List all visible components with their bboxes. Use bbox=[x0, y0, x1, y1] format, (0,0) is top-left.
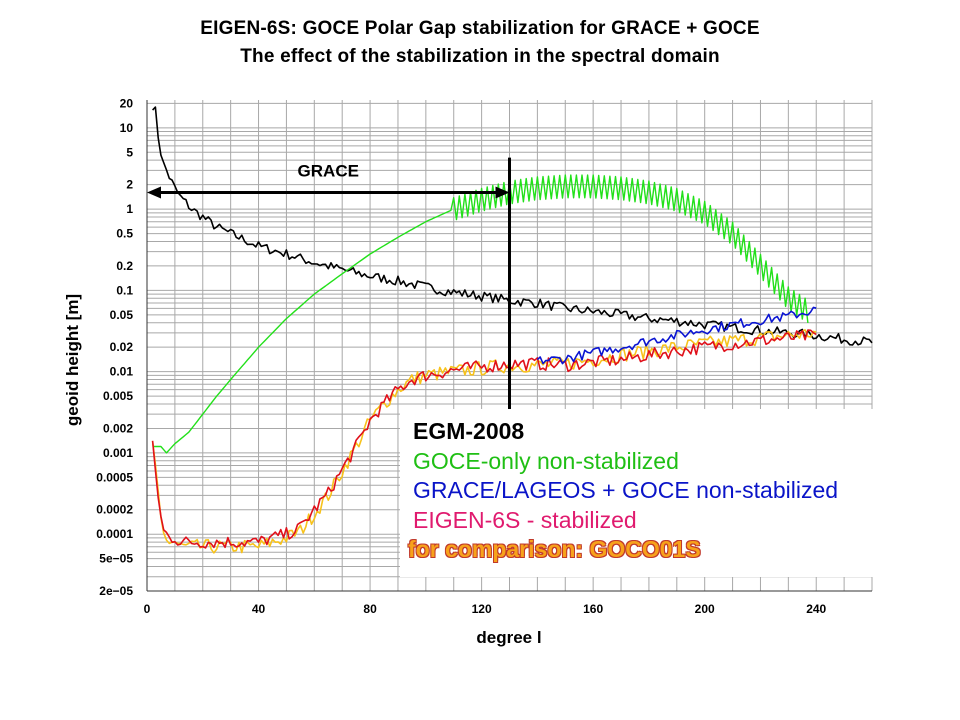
y-tick-label: 0.5 bbox=[116, 227, 133, 241]
legend-goco-text: for comparison: GOCO01S bbox=[408, 536, 701, 562]
legend-grace-goce: GRACE/LAGEOS + GOCE non-stabilized bbox=[400, 476, 935, 506]
y-tick-label: 0.05 bbox=[110, 308, 134, 322]
y-tick-label: 0.02 bbox=[110, 340, 134, 354]
y-tick-label: 0.002 bbox=[103, 421, 133, 435]
y-tick-label: 0.2 bbox=[116, 259, 133, 273]
series-line-eigen-6s-stabilized bbox=[151, 329, 817, 549]
legend-grace-rest: non-stabilized bbox=[689, 477, 839, 503]
x-tick-label: 80 bbox=[363, 602, 377, 616]
legend-box: EGM-2008 GOCE-only non-stabilized GRACE/… bbox=[400, 409, 935, 577]
x-tick-label: 0 bbox=[144, 602, 151, 616]
legend-goco01s: for comparison: GOCO01S bbox=[400, 535, 935, 565]
x-tick-label: 120 bbox=[472, 602, 492, 616]
series-line-grace-lageos-goce-non-stabilized bbox=[536, 306, 817, 365]
y-tick-label: 0.0001 bbox=[96, 527, 133, 541]
y-tick-label: 0.1 bbox=[116, 283, 133, 297]
legend-goce-text: GOCE-only non-stabilized bbox=[413, 447, 679, 474]
chart-title: EIGEN-6S: GOCE Polar Gap stabilization f… bbox=[200, 18, 760, 39]
y-tick-label: 0.005 bbox=[103, 389, 133, 403]
legend-egm2008: EGM-2008 bbox=[413, 418, 525, 444]
x-tick-label: 200 bbox=[695, 602, 715, 616]
y-tick-label: 1 bbox=[126, 202, 133, 216]
arrow-head-left bbox=[147, 186, 161, 199]
series-line-goce-only-non-stabilized bbox=[152, 174, 809, 454]
legend-eigen-text: EIGEN-6S - stabilized bbox=[413, 506, 637, 533]
x-tick-label: 40 bbox=[252, 602, 266, 616]
arrow-head-right bbox=[495, 186, 510, 199]
grace-annotation-label: GRACE bbox=[298, 162, 359, 181]
plot-series bbox=[151, 106, 873, 554]
y-tick-label: 0.0002 bbox=[96, 503, 133, 517]
series-line-egm-2008 bbox=[152, 106, 873, 346]
plot-axes: 20 10 5 2 1 0.5 0.2 0.1 0.05 0.02 0.01 0.005 0.002 0.… bbox=[96, 96, 872, 616]
plot-annotations: GRACE bbox=[147, 157, 511, 429]
x-axis-label: degree l bbox=[476, 628, 541, 647]
y-tick-label: 10 bbox=[120, 121, 134, 135]
y-tick-label: 2 bbox=[126, 178, 133, 192]
y-tick-label: 5 bbox=[126, 145, 133, 159]
y-tick-label: 0.0005 bbox=[96, 470, 133, 484]
series-line-goco01s bbox=[151, 329, 817, 554]
y-tick-label: 20 bbox=[120, 96, 134, 110]
y-tick-label: 0.01 bbox=[110, 365, 134, 379]
y-tick-label: 0.001 bbox=[103, 446, 133, 460]
legend-goce-only: GOCE-only non-stabilized bbox=[400, 447, 935, 477]
legend-grace-text: GRACE/LAGEOS + GOCE bbox=[413, 477, 690, 503]
x-tick-label: 160 bbox=[583, 602, 603, 616]
y-axis-label: geoid height [m] bbox=[63, 294, 82, 426]
x-tick-label: 240 bbox=[806, 602, 826, 616]
y-tick-label: 2e−05 bbox=[99, 584, 133, 598]
legend-eigen6s: EIGEN-6S - stabilized bbox=[400, 506, 935, 536]
y-tick-label: 5e−05 bbox=[99, 552, 133, 566]
chart-subtitle: The effect of the stabilization in the s… bbox=[240, 46, 720, 67]
